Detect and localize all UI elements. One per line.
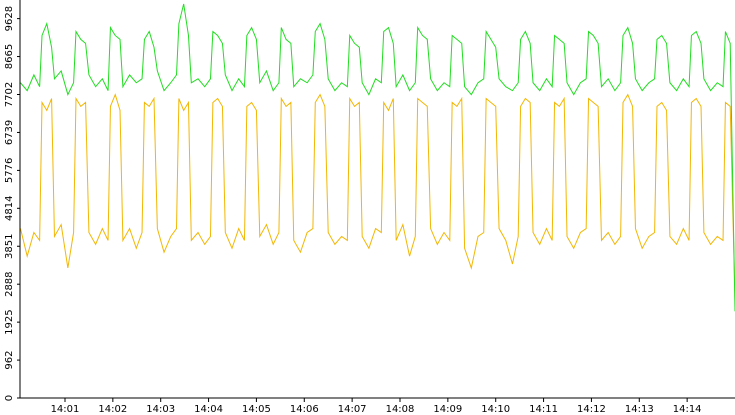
x-tick-label: 14:13 [625,404,654,415]
y-tick-label: 8665 [4,44,15,69]
x-tick-label: 14:03 [146,404,175,415]
x-tick-label: 14:08 [386,404,415,415]
x-tick-label: 14:01 [51,404,80,415]
y-tick-label: 2888 [4,271,15,296]
x-tick-label: 14:02 [98,404,127,415]
y-tick-label: 6739 [4,120,15,145]
y-tick-label: 3851 [4,234,15,259]
x-tick-label: 14:10 [481,404,510,415]
x-tick-label: 14:12 [577,404,606,415]
series-line [20,3,735,312]
x-tick-label: 14:05 [242,404,271,415]
y-tick-label: 7702 [4,82,15,107]
y-tick-label: 5776 [4,158,15,183]
x-tick-label: 14:07 [338,404,367,415]
y-tick-label: 1925 [4,309,15,334]
y-tick-label: 9628 [4,6,15,31]
x-tick-label: 14:06 [290,404,319,415]
series-line [19,93,735,300]
y-tick-label: 4814 [4,196,15,221]
x-tick-label: 14:11 [529,404,558,415]
x-tick-label: 14:14 [673,404,702,415]
y-tick-label: 962 [4,351,15,370]
x-tick-label: 14:04 [194,404,223,415]
y-tick-label: 0 [4,395,15,401]
x-tick-label: 14:09 [433,404,462,415]
